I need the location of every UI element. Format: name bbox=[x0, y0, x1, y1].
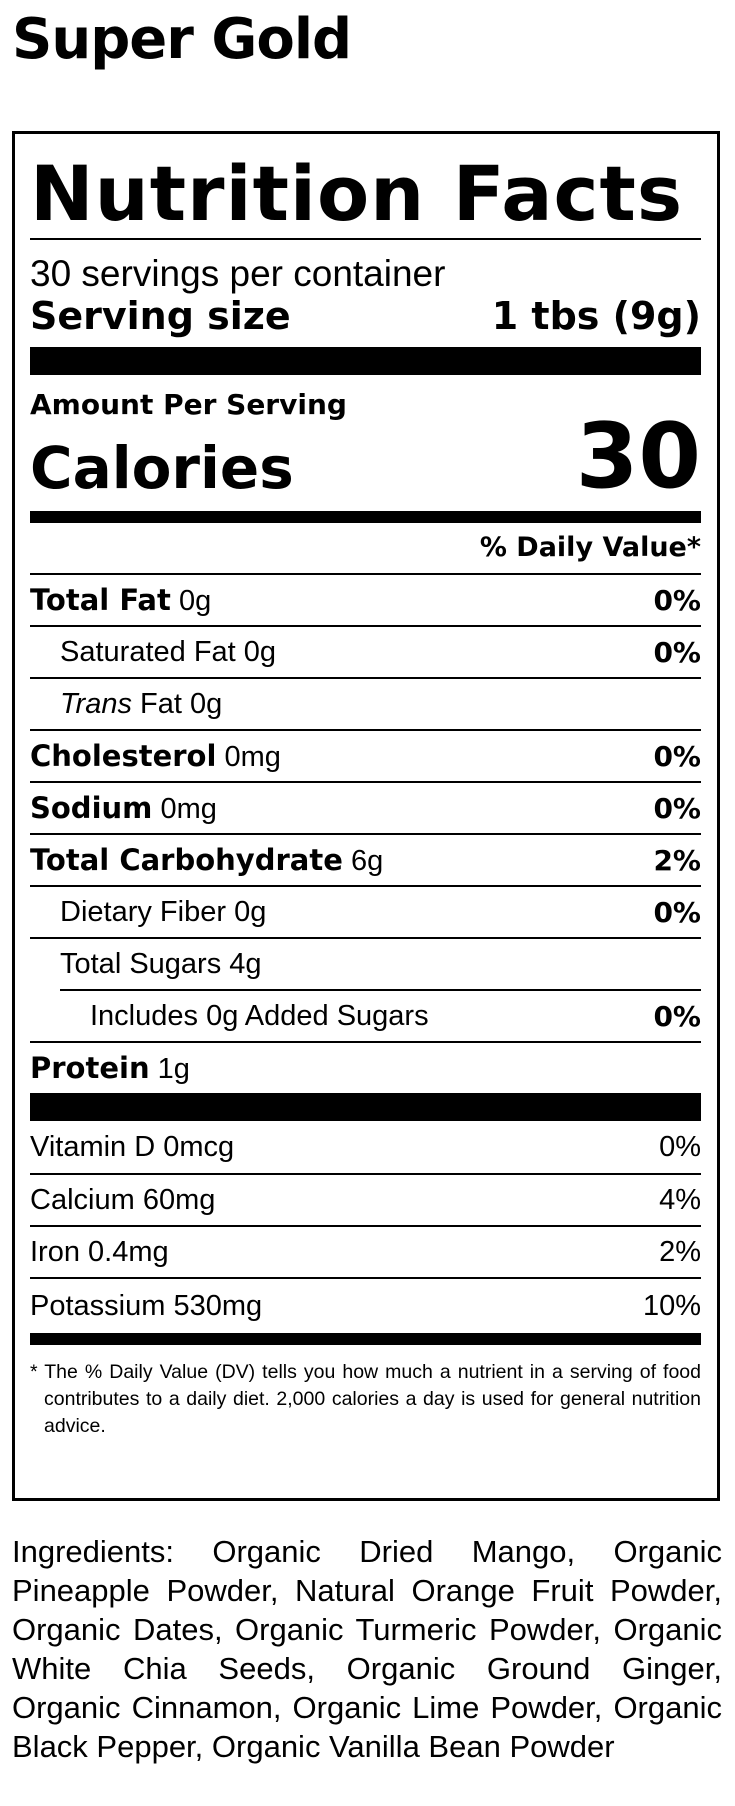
nutrient-dv: 0% bbox=[653, 999, 701, 1033]
nutrient-amount: 0mg bbox=[224, 740, 281, 773]
nutrient-name: Protein bbox=[30, 1050, 150, 1085]
vitamin-amount: 530mg bbox=[173, 1289, 263, 1322]
vitamin-row-potassium: Potassium 530mg 10% bbox=[30, 1277, 701, 1333]
nutrient-row-total-fat: Total Fat 0g 0% bbox=[30, 573, 701, 625]
vitamin-name: Potassium bbox=[30, 1289, 166, 1322]
ingredients-list: Ingredients: Organic Dried Mango, Organi… bbox=[12, 1534, 722, 1764]
footnote-divider bbox=[30, 1333, 701, 1345]
nutrient-row-protein: Protein 1g bbox=[30, 1041, 701, 1093]
nutrient-amount: 4g bbox=[229, 947, 262, 980]
product-title: Super Gold bbox=[12, 7, 352, 72]
daily-value-header: % Daily Value* bbox=[479, 532, 701, 563]
nutrient-dv: 0% bbox=[653, 635, 701, 669]
nutrient-dv: 2% bbox=[653, 843, 701, 877]
nutrient-amount: 0g bbox=[178, 584, 212, 617]
vitamin-amount: 0mcg bbox=[163, 1130, 235, 1163]
nutrient-name: Total Fat bbox=[30, 582, 171, 617]
vitamin-amount: 60mg bbox=[142, 1183, 216, 1216]
nutrient-name: Total Carbohydrate bbox=[30, 842, 343, 877]
nutrient-dv: 0% bbox=[653, 791, 701, 825]
nutrient-name: Cholesterol bbox=[30, 738, 217, 773]
nutrient-row-sodium: Sodium 0mg 0% bbox=[30, 781, 701, 833]
calories-row: Calories 30 bbox=[30, 412, 701, 502]
serving-size-row: Serving size 1 tbs (9g) bbox=[30, 293, 701, 339]
nutrient-amount: 0g bbox=[234, 895, 267, 928]
amount-per-serving: Amount Per Serving bbox=[30, 388, 347, 421]
nutrient-name: Total Sugars bbox=[60, 947, 222, 980]
nutrient-amount: 6g bbox=[350, 844, 384, 877]
calories-value: 30 bbox=[575, 404, 701, 509]
vitamin-amount: 0.4mg bbox=[88, 1235, 169, 1268]
vitamin-row-calcium: Calcium 60mg 4% bbox=[30, 1173, 701, 1225]
vitamin-dv: 0% bbox=[659, 1130, 701, 1163]
serving-size-label: Serving size bbox=[30, 294, 291, 338]
nutrition-facts-title: Nutrition Facts bbox=[30, 149, 684, 238]
vitamin-row-iron: Iron 0.4mg 2% bbox=[30, 1225, 701, 1277]
vitamin-dv: 4% bbox=[659, 1183, 701, 1216]
nutrient-row-saturated-fat: Saturated Fat 0g 0% bbox=[30, 625, 701, 677]
nutrient-name: Sodium bbox=[30, 790, 153, 825]
nutrition-facts-panel: Nutrition Facts 30 servings per containe… bbox=[12, 131, 720, 1501]
vitamin-dv: 2% bbox=[659, 1235, 701, 1268]
nutrient-row-trans-fat: Trans Fat 0g bbox=[30, 677, 701, 729]
nutrient-row-cholesterol: Cholesterol 0mg 0% bbox=[30, 729, 701, 781]
thick-divider bbox=[30, 1093, 701, 1121]
thick-divider bbox=[30, 347, 701, 375]
vitamin-name: Iron bbox=[30, 1235, 80, 1268]
nutrient-name: Saturated Fat bbox=[60, 635, 236, 668]
nutrient-row-total-carbohydrate: Total Carbohydrate 6g 2% bbox=[30, 833, 701, 885]
calories-divider bbox=[30, 511, 701, 523]
daily-value-footnote: * The % Daily Value (DV) tells you how m… bbox=[30, 1361, 701, 1437]
nutrient-dv: 0% bbox=[653, 739, 701, 773]
nutrient-amount: 1g bbox=[157, 1052, 190, 1085]
calories-label: Calories bbox=[30, 434, 294, 502]
vitamin-name: Vitamin D bbox=[30, 1130, 156, 1163]
nutrient-amount: 0g bbox=[190, 687, 223, 720]
nutrient-row-total-sugars: Total Sugars 4g bbox=[30, 937, 701, 989]
nutrient-dv: 0% bbox=[653, 583, 701, 617]
nutrient-name: Dietary Fiber bbox=[60, 895, 226, 928]
nutrient-name-italic: Trans bbox=[60, 687, 132, 720]
serving-size-value: 1 tbs (9g) bbox=[491, 294, 701, 338]
divider bbox=[30, 238, 701, 240]
vitamin-dv: 10% bbox=[642, 1289, 701, 1322]
servings-per-container: 30 servings per container bbox=[30, 253, 446, 294]
nutrient-dv: 0% bbox=[653, 895, 701, 929]
nutrient-amount: 0mg bbox=[160, 792, 217, 825]
nutrient-amount: 0g bbox=[243, 635, 277, 668]
nutrient-row-dietary-fiber: Dietary Fiber 0g 0% bbox=[30, 885, 701, 937]
nutrient-name: Fat bbox=[140, 687, 182, 720]
nutrient-row-added-sugars: Includes 0g Added Sugars 0% bbox=[60, 989, 701, 1041]
vitamin-name: Calcium bbox=[30, 1183, 135, 1216]
nutrient-name: Includes 0g Added Sugars bbox=[90, 999, 429, 1032]
vitamin-row-vitamin-d: Vitamin D 0mcg 0% bbox=[30, 1121, 701, 1173]
